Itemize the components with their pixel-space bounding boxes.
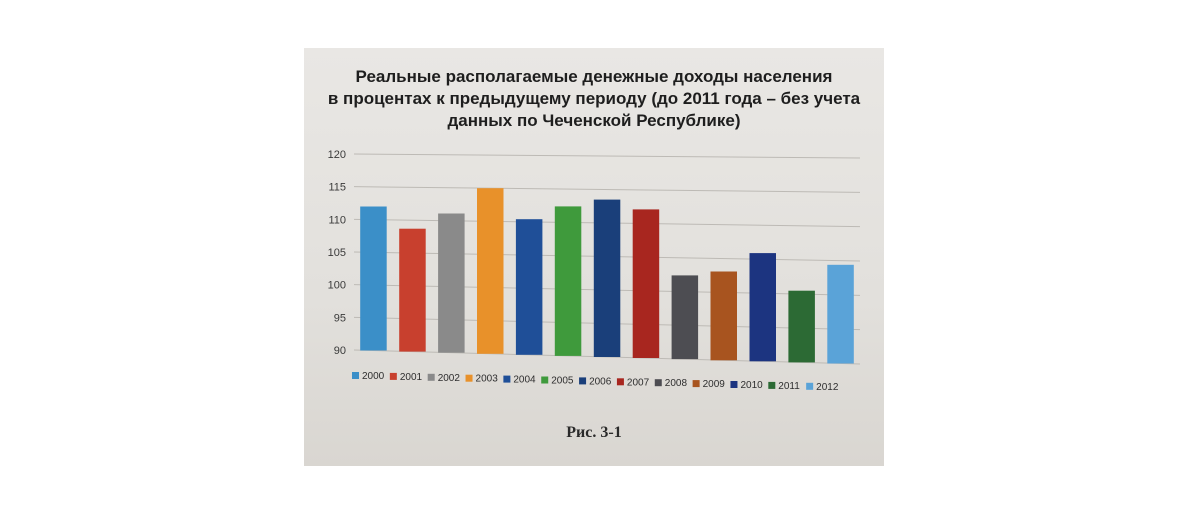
y-tick-label: 90 xyxy=(334,345,346,357)
legend-label-2001: 2001 xyxy=(400,372,423,383)
legend-swatch-2002 xyxy=(427,373,435,381)
legend-swatch-2010 xyxy=(730,381,738,388)
gridline xyxy=(353,153,861,159)
bar-2003 xyxy=(477,188,504,354)
legend-swatch-2007 xyxy=(616,378,624,386)
bar-2008 xyxy=(671,275,699,360)
bar-2002 xyxy=(438,213,465,353)
legend-label-2002: 2002 xyxy=(438,373,461,384)
chart-title-line-2: в процентах к предыдущему периоду (до 20… xyxy=(327,89,861,108)
y-tick-label: 100 xyxy=(328,280,346,292)
y-tick-label: 105 xyxy=(328,247,346,259)
legend-label-2010: 2010 xyxy=(740,380,763,391)
bar-2005 xyxy=(554,206,582,356)
legend-label-2011: 2011 xyxy=(778,381,800,392)
y-tick-label: 115 xyxy=(328,182,346,194)
legend-swatch-2005 xyxy=(541,376,549,384)
legend-label-2007: 2007 xyxy=(627,377,650,388)
bar-2006 xyxy=(593,199,621,357)
legend-label-2012: 2012 xyxy=(816,382,839,393)
legend-swatch-2000 xyxy=(352,372,359,379)
bar-2007 xyxy=(632,209,660,358)
bar-2012 xyxy=(827,264,854,364)
legend-label-2005: 2005 xyxy=(551,376,574,387)
bar-2011 xyxy=(788,290,815,363)
legend-swatch-2006 xyxy=(579,377,587,385)
gridline xyxy=(353,186,861,193)
bar-2010 xyxy=(749,253,776,362)
y-tick-label: 110 xyxy=(328,214,346,226)
bar-2001 xyxy=(399,228,426,352)
legend-label-2003: 2003 xyxy=(476,374,499,385)
page: Реальные располагаемые денежные доходы н… xyxy=(304,48,884,466)
figure-caption: Рис. 3-1 xyxy=(566,424,622,441)
legend-swatch-2009 xyxy=(692,380,700,388)
chart-title-line-1: Реальные располагаемые денежные доходы н… xyxy=(355,67,833,86)
legend-label-2008: 2008 xyxy=(665,378,688,389)
y-tick-label: 95 xyxy=(334,312,346,324)
chart-title: Реальные располагаемые денежные доходы н… xyxy=(304,66,884,132)
legend-swatch-2001 xyxy=(389,372,397,380)
legend-label-2009: 2009 xyxy=(703,379,726,390)
bar-chart: 120 115 110 105 100 95 90 2000 2001 2002 2003 2004 2… xyxy=(328,149,861,393)
legend-swatch-2008 xyxy=(654,379,662,387)
legend-label-2006: 2006 xyxy=(589,376,612,387)
legend-swatch-2012 xyxy=(806,382,814,390)
legend-swatch-2003 xyxy=(465,374,473,382)
y-tick-label: 120 xyxy=(328,149,346,161)
legend-label-2004: 2004 xyxy=(513,375,536,386)
legend-swatch-2011 xyxy=(768,381,776,389)
legend-label-2000: 2000 xyxy=(362,371,385,382)
bar-2000 xyxy=(360,206,387,351)
legend-swatch-2004 xyxy=(503,375,511,383)
bar-2004 xyxy=(515,219,543,355)
bar-2009 xyxy=(710,271,737,361)
chart-title-line-3: данных по Чеченской Республике) xyxy=(447,111,741,130)
